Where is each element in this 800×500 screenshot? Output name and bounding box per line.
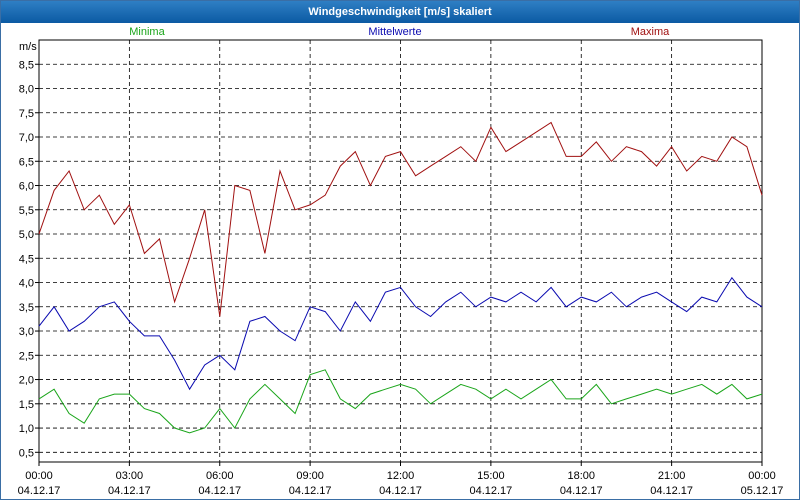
x-tick-date-label: 04.12.17 xyxy=(289,485,332,497)
x-tick-date-label: 05.12.17 xyxy=(741,485,784,497)
x-tick-date-label: 04.12.17 xyxy=(560,485,603,497)
x-tick-time-label: 09:00 xyxy=(296,470,324,482)
y-axis-label: m/s xyxy=(19,41,37,53)
y-axis-ticks: 0,5 1,0 1,5 2,0 2,5 3,0 3,5 4,0 4,5 5,0 5,5 6,0 6,5 7… xyxy=(19,59,39,459)
x-tick-date-label: 04.12.17 xyxy=(108,485,151,497)
x-tick-time-label: 18:00 xyxy=(567,470,595,482)
series-group xyxy=(38,121,763,434)
y-tick-label: 3,5 xyxy=(19,302,34,314)
x-tick-time-label: 21:00 xyxy=(658,470,686,482)
x-tick-date-label: 04.12.17 xyxy=(469,485,512,497)
y-tick-label: 1,0 xyxy=(19,423,34,435)
x-tick-time-label: 00:00 xyxy=(25,470,53,482)
grid xyxy=(39,40,762,462)
legend-entry-minima: Minima xyxy=(129,26,165,38)
x-tick-date-label: 04.12.17 xyxy=(198,485,241,497)
x-tick-time-label: 06:00 xyxy=(206,470,234,482)
y-tick-label: 3,0 xyxy=(19,326,34,338)
series-line-mittelwerte xyxy=(38,276,763,391)
y-tick-label: 6,0 xyxy=(19,181,34,193)
y-tick-label: 5,0 xyxy=(19,229,34,241)
series-line-minima xyxy=(38,369,763,434)
y-tick-label: 2,5 xyxy=(19,350,34,362)
x-tick-time-label: 15:00 xyxy=(477,470,505,482)
x-tick-date-label: 04.12.17 xyxy=(18,485,61,497)
y-tick-label: 5,5 xyxy=(19,205,34,217)
x-tick-date-label: 04.12.17 xyxy=(379,485,422,497)
y-tick-label: 8,5 xyxy=(19,59,34,71)
y-tick-label: 1,5 xyxy=(19,399,34,411)
y-tick-label: 4,0 xyxy=(19,278,34,290)
y-tick-label: 7,5 xyxy=(19,108,34,120)
legend-entry-maxima: Maxima xyxy=(631,26,670,38)
series-line-maxima xyxy=(38,121,763,317)
legend-entry-mittelwerte: Mittelwerte xyxy=(368,26,421,38)
x-tick-date-label: 04.12.17 xyxy=(650,485,693,497)
x-tick-time-label: 12:00 xyxy=(387,470,415,482)
y-tick-label: 4,5 xyxy=(19,253,34,265)
window-title: Windgeschwindigkeit [m/s] skaliert xyxy=(1,1,799,23)
x-tick-time-label: 00:00 xyxy=(748,470,776,482)
y-tick-label: 6,5 xyxy=(19,156,34,168)
y-tick-label: 2,0 xyxy=(19,375,34,387)
y-tick-label: 7,0 xyxy=(19,132,34,144)
y-tick-label: 8,0 xyxy=(19,84,34,96)
x-axis-ticks: 00:00 04.12.17 03:00 04.12.17 06:00 04.12.17 0… xyxy=(18,462,784,497)
legend: Minima Mittelwerte Maxima xyxy=(129,26,670,38)
x-tick-time-label: 03:00 xyxy=(116,470,144,482)
y-tick-label: 0,5 xyxy=(19,447,34,459)
